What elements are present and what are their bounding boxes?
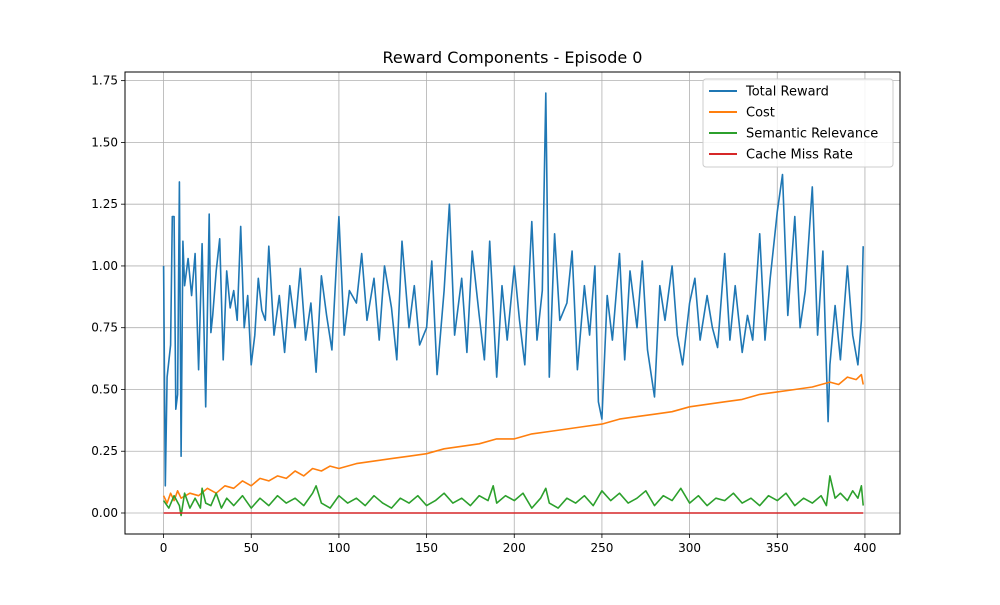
series-line-total-reward (162, 92, 864, 487)
y-tick-label: 1.25 (91, 197, 118, 211)
y-tick-label: 1.00 (91, 259, 118, 273)
legend-label-total-reward: Total Reward (745, 85, 829, 100)
y-tick-label: 0.50 (91, 382, 118, 396)
legend-label-cache-miss-rate: Cache Miss Rate (746, 148, 853, 163)
x-tick-label: 200 (503, 541, 526, 555)
series-line-semantic-relevance (162, 475, 864, 517)
y-tick-label: 1.75 (91, 74, 118, 88)
plot-frame (124, 71, 901, 535)
x-tick-label: 50 (244, 541, 259, 555)
x-tick-label: 250 (590, 541, 613, 555)
y-tick-label: 0.00 (91, 506, 118, 520)
x-tick-label: 350 (766, 541, 789, 555)
legend-box (702, 78, 894, 168)
legend-label-cost: Cost (746, 106, 775, 121)
x-tick-label: 100 (327, 541, 350, 555)
series-group (162, 92, 864, 517)
y-tick-label: 1.50 (91, 135, 118, 149)
legend: Total Reward Cost Semantic Relevance Cache … (702, 78, 894, 168)
legend-label-semantic-relevance: Semantic Relevance (746, 127, 878, 142)
x-tick-label: 400 (853, 541, 876, 555)
x-tick-label: 300 (678, 541, 701, 555)
series-line-cost (162, 373, 864, 504)
x-tick-label: 0 (160, 541, 168, 555)
y-tick-label: 0.25 (91, 444, 118, 458)
axis-ticks: 0 50 100 150 200 250 300 350 400 0.00 0.25 0.50 0.75… (91, 74, 876, 555)
x-tick-label: 150 (415, 541, 438, 555)
y-tick-label: 0.75 (91, 321, 118, 335)
chart-title: Reward Components - Episode 0 (383, 48, 643, 67)
